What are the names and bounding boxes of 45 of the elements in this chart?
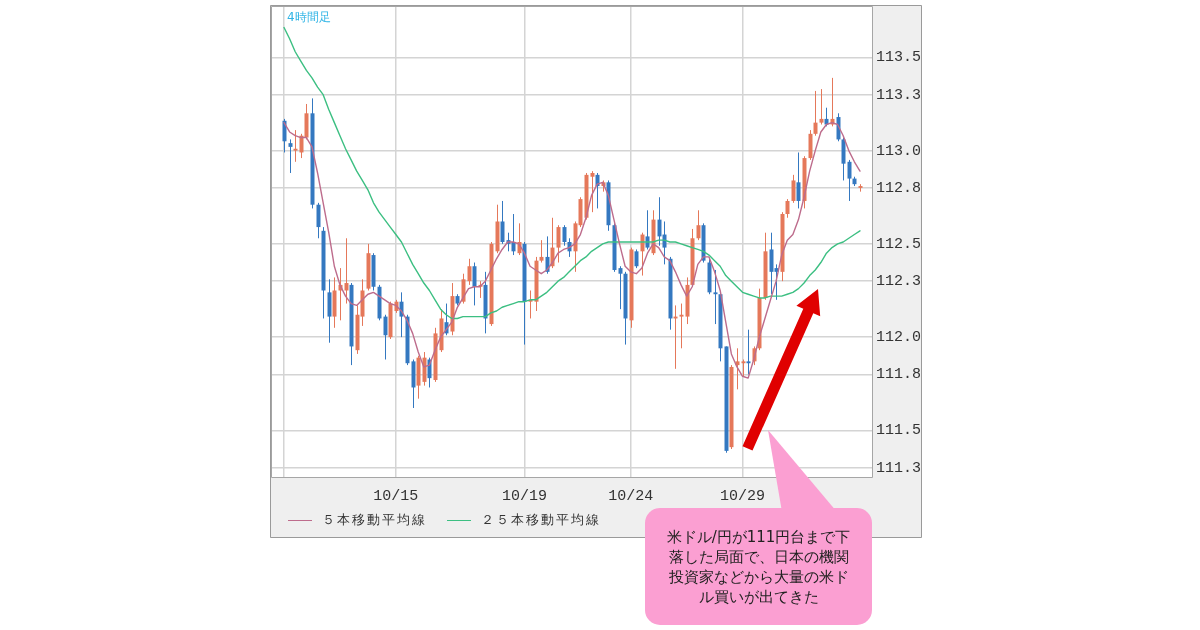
candlestick [590,170,595,213]
y-tick-label: 113.0 [876,142,922,160]
candlestick [461,273,466,305]
legend-label: ５本移動平均線 [322,512,427,528]
candlestick [791,174,796,204]
candlestick [819,88,824,125]
candlestick [713,269,718,325]
candlestick [696,209,701,241]
candlestick [769,232,774,295]
candlestick [288,138,293,174]
candlestick [679,303,684,349]
candlestick [847,159,852,202]
y-tick-label: 112.0 [876,329,922,347]
y-tick-label: 112.8 [876,179,922,197]
y-tick-label: 111.5 [876,422,922,440]
candlestick [344,237,349,305]
legend-label: ２５本移動平均線 [481,512,601,528]
candlestick [796,151,801,209]
candlestick [383,314,388,360]
candlestick [316,202,321,239]
x-tick-label: 10/29 [720,487,766,505]
y-tick-label: 113.3 [876,86,922,104]
y-tick-label: 113.5 [876,49,922,67]
candlestick [562,224,567,247]
candlestick [556,224,561,264]
candlestick [746,329,751,375]
x-tick-label: 10/15 [373,487,419,505]
candlestick [735,347,740,390]
candlestick [785,198,790,219]
chart-title: 4時間足 [287,10,331,24]
candlestick [634,248,639,269]
candlestick [539,239,544,264]
text: 米ドル/円が111円台まで下落した局面で、日本の機関投資家などから大量の米ドル買いが出てきた [665,526,852,607]
candlestick [472,262,477,306]
candlestick [813,90,818,137]
candlestick [293,129,298,163]
y-tick-label: 112.3 [876,273,922,291]
x-tick-label: 10/19 [501,487,547,505]
y-tick-label: 111.3 [876,459,922,477]
x-tick-label: 10/24 [608,487,654,505]
y-tick-label: 111.8 [876,366,922,384]
y-tick-label: 112.5 [876,235,922,253]
candlestick [467,258,472,286]
candlestick [500,200,505,245]
candlestick [618,265,623,310]
